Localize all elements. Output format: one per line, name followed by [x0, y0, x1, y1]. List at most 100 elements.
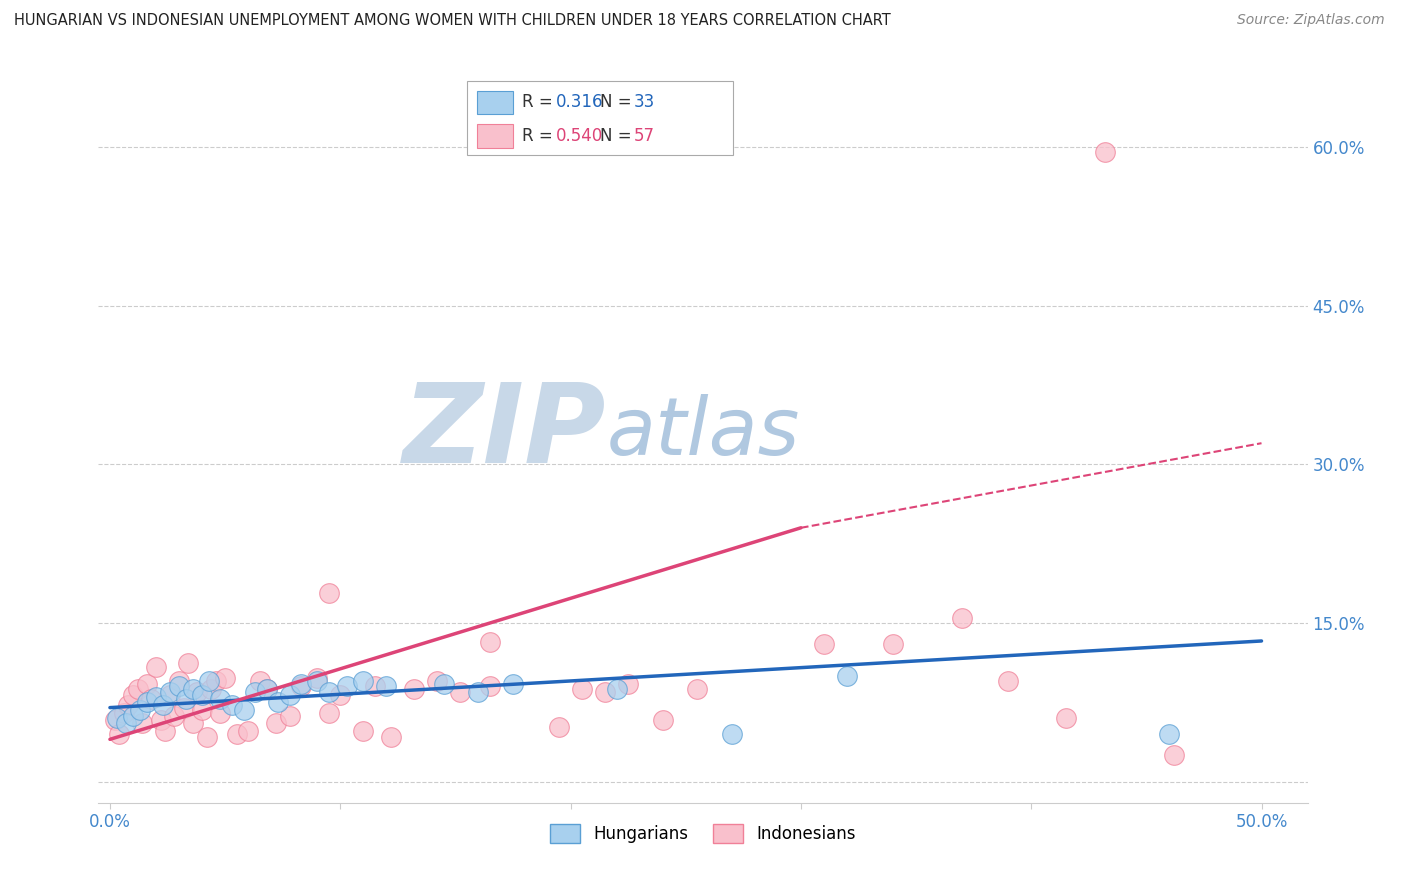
Point — [278, 709, 301, 723]
Point — [478, 680, 501, 694]
Point — [264, 716, 287, 731]
Point — [198, 674, 221, 689]
Point — [278, 688, 301, 702]
Text: 33: 33 — [634, 94, 655, 112]
Point — [122, 688, 145, 702]
Point — [318, 685, 340, 699]
Point — [145, 660, 167, 674]
Point — [177, 656, 200, 670]
Point — [232, 703, 254, 717]
Point — [433, 677, 456, 691]
Point — [290, 677, 312, 691]
Text: atlas: atlas — [606, 393, 800, 472]
Point — [329, 688, 352, 702]
Point — [571, 681, 593, 696]
Point — [243, 685, 266, 699]
Point — [651, 714, 673, 728]
Text: N =: N = — [600, 127, 637, 145]
Point — [181, 716, 204, 731]
Point — [882, 637, 904, 651]
Point — [467, 685, 489, 699]
Point — [1159, 727, 1181, 741]
Point — [112, 706, 135, 720]
Point — [402, 681, 425, 696]
Text: 0.316: 0.316 — [555, 94, 603, 112]
Point — [606, 681, 628, 696]
Point — [200, 681, 222, 696]
Text: HUNGARIAN VS INDONESIAN UNEMPLOYMENT AMONG WOMEN WITH CHILDREN UNDER 18 YEARS CO: HUNGARIAN VS INDONESIAN UNEMPLOYMENT AMO… — [14, 13, 891, 29]
Point — [1094, 145, 1116, 160]
Point — [380, 730, 402, 744]
Point — [122, 709, 145, 723]
Point — [352, 723, 374, 738]
Point — [163, 709, 186, 723]
Point — [307, 674, 329, 689]
Point — [167, 674, 190, 689]
Point — [686, 681, 709, 696]
Text: N =: N = — [600, 94, 637, 112]
Text: R =: R = — [522, 94, 558, 112]
Point — [307, 671, 329, 685]
Point — [336, 680, 359, 694]
Point — [318, 586, 340, 600]
Point — [117, 698, 139, 713]
Point — [173, 700, 195, 714]
Point — [1054, 711, 1077, 725]
Point — [135, 695, 157, 709]
Point — [548, 720, 571, 734]
FancyBboxPatch shape — [477, 91, 513, 114]
Point — [950, 611, 973, 625]
Point — [267, 695, 290, 709]
Text: 0.540: 0.540 — [555, 127, 603, 145]
Point — [214, 671, 236, 685]
Point — [449, 685, 471, 699]
Point — [127, 681, 149, 696]
Point — [115, 716, 138, 731]
Point — [1163, 748, 1185, 763]
Point — [318, 706, 340, 720]
Point — [225, 727, 247, 741]
Point — [159, 688, 181, 702]
Point — [256, 681, 278, 696]
Point — [617, 677, 640, 691]
Point — [145, 690, 167, 704]
Text: 57: 57 — [634, 127, 655, 145]
Point — [720, 727, 742, 741]
Point — [186, 685, 208, 699]
Point — [128, 703, 150, 717]
Point — [105, 711, 128, 725]
Point — [478, 635, 501, 649]
FancyBboxPatch shape — [477, 124, 513, 147]
Point — [813, 637, 835, 651]
Point — [191, 703, 214, 717]
Point — [181, 681, 204, 696]
Point — [174, 692, 197, 706]
Point — [502, 677, 524, 691]
Point — [364, 680, 387, 694]
Text: R =: R = — [522, 127, 558, 145]
Point — [195, 730, 218, 744]
Point — [108, 727, 131, 741]
Point — [152, 698, 174, 713]
Point — [191, 688, 214, 702]
Text: Source: ZipAtlas.com: Source: ZipAtlas.com — [1237, 13, 1385, 28]
Point — [209, 692, 232, 706]
Point — [135, 677, 157, 691]
Point — [159, 685, 181, 699]
Point — [103, 714, 125, 728]
Point — [256, 681, 278, 696]
Point — [835, 669, 858, 683]
Point — [236, 723, 259, 738]
Text: ZIP: ZIP — [402, 379, 606, 486]
Point — [167, 680, 190, 694]
Point — [352, 674, 374, 689]
Legend: Hungarians, Indonesians: Hungarians, Indonesians — [543, 817, 863, 850]
Point — [249, 674, 271, 689]
Point — [205, 674, 228, 689]
Point — [290, 680, 312, 694]
Point — [221, 698, 243, 713]
Point — [149, 714, 172, 728]
Point — [209, 706, 232, 720]
Point — [375, 680, 398, 694]
FancyBboxPatch shape — [467, 81, 734, 155]
